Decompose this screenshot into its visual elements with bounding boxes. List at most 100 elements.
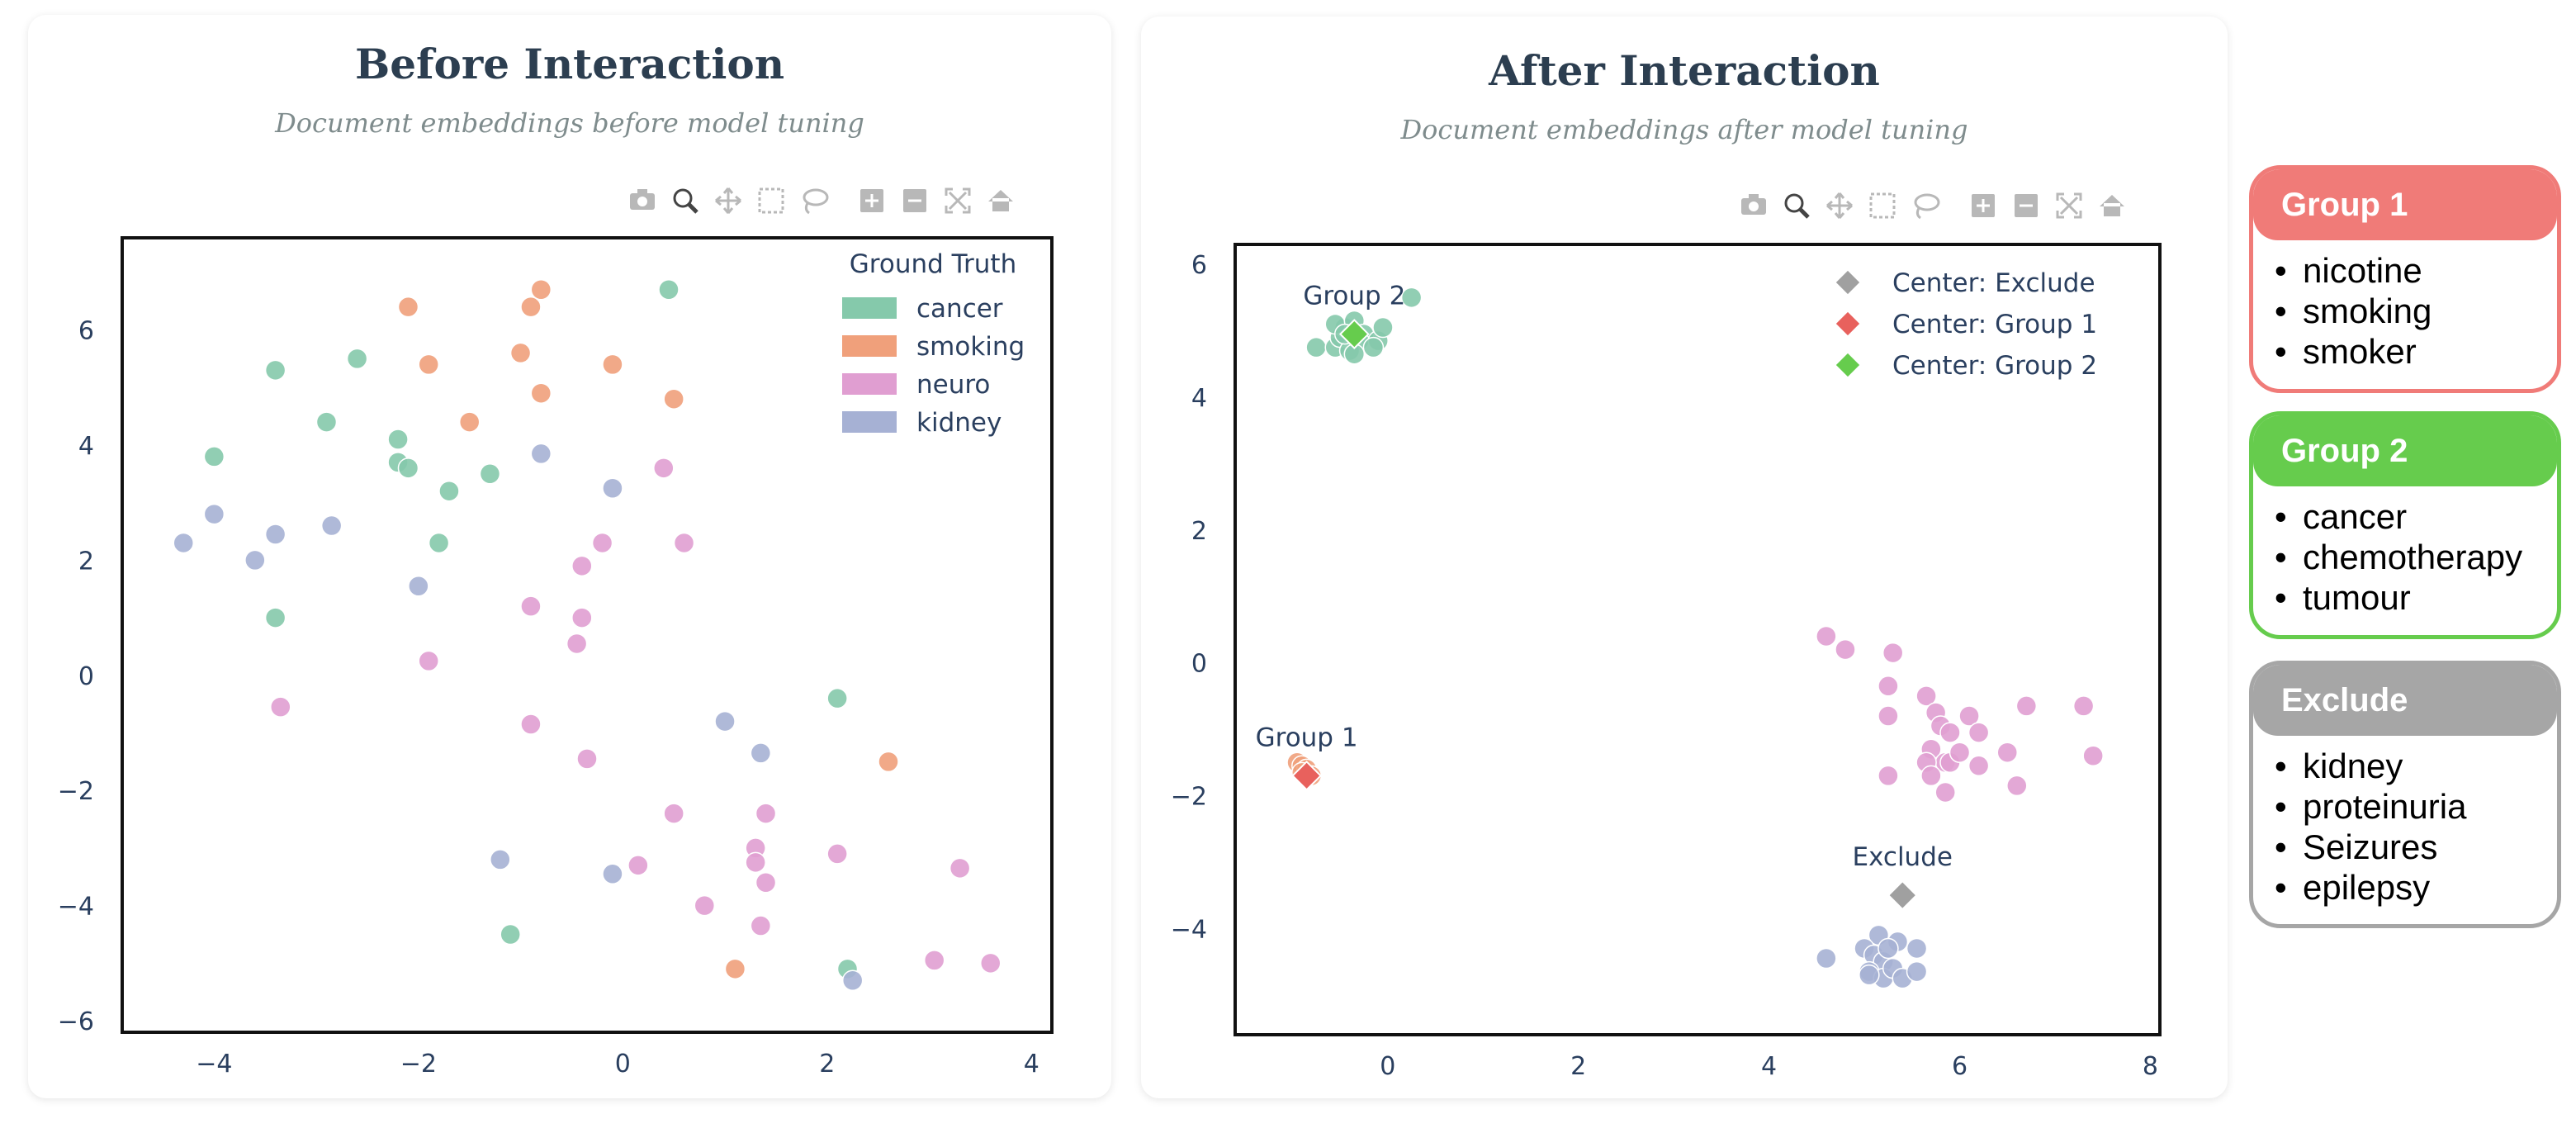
data-point-neuro: [923, 950, 945, 971]
y-tick-label: −4: [58, 893, 94, 922]
x-tick-label: −2: [400, 1050, 437, 1078]
data-point-neuro: [1835, 638, 1856, 661]
pan-icon[interactable]: [715, 187, 741, 214]
data-point-kidney: [530, 443, 552, 465]
y-tick-label: 0: [1191, 650, 1207, 679]
data-point-cancer: [658, 278, 680, 301]
center-label: Group 1: [1256, 723, 1358, 752]
data-point-neuro: [755, 872, 777, 894]
legend-label-cancer[interactable]: cancer: [916, 294, 1003, 324]
data-point-neuro: [673, 532, 695, 554]
lasso-icon[interactable]: [803, 188, 829, 215]
data-point-kidney: [490, 849, 511, 870]
legend-label-neuro[interactable]: neuro: [916, 370, 990, 400]
data-point-kidney: [1906, 937, 1928, 960]
data-point-neuro: [1882, 642, 1904, 664]
data-point-cancer: [1400, 287, 1423, 309]
data-point-cancer: [438, 480, 460, 502]
data-point-neuro: [826, 843, 848, 865]
legend-swatch-smoking: [842, 335, 897, 357]
zoom-out-icon[interactable]: [2015, 194, 2038, 217]
reset-axes-icon[interactable]: [988, 190, 1013, 211]
center-label: Group 2: [1303, 282, 1405, 311]
legend-label-center[interactable]: Center: Group 2: [1892, 351, 2097, 381]
data-point-cancer: [479, 463, 501, 485]
x-tick-label: 2: [1570, 1052, 1586, 1081]
before-subtitle: Document embeddings before model tuning: [275, 107, 864, 139]
data-point-kidney: [750, 742, 772, 764]
box-select-icon[interactable]: [758, 187, 784, 214]
autoscale-icon[interactable]: [2056, 192, 2082, 219]
y-tick-label: 4: [78, 432, 94, 461]
zoom-icon[interactable]: [1784, 193, 1810, 219]
legend-label-center[interactable]: Center: Group 1: [1892, 310, 2097, 339]
data-point-cancer: [1372, 316, 1394, 339]
data-point-neuro: [750, 915, 772, 936]
after-subtitle: Document embeddings after model tuning: [1400, 114, 1968, 145]
data-point-neuro: [2072, 695, 2095, 717]
data-point-neuro: [1878, 705, 1899, 727]
data-point-cancer: [428, 532, 450, 554]
data-point-kidney: [264, 524, 286, 545]
legend-swatch-cancer: [842, 297, 897, 319]
center-marker: [1887, 879, 1918, 911]
group-1-list: nicotine smoking smoker: [2253, 250, 2557, 372]
data-point-neuro: [576, 748, 598, 770]
group-2-box: Group 2 cancer chemotherapy tumour: [2249, 411, 2561, 639]
data-point-cancer: [346, 348, 368, 370]
group-1-box: Group 1 nicotine smoking smoker: [2249, 165, 2561, 393]
lasso-icon[interactable]: [1914, 193, 1940, 220]
keyword-item: proteinuria: [2275, 786, 2557, 827]
before-title: Before Interaction: [354, 40, 785, 88]
data-point-neuro: [1949, 742, 1971, 763]
y-tick-label: −6: [58, 1007, 94, 1036]
data-point-cancer: [315, 411, 338, 433]
legend-swatch-neuro: [842, 373, 897, 395]
center-label: Exclude: [1853, 842, 1953, 872]
legend-label-smoking[interactable]: smoking: [916, 332, 1025, 362]
zoom-out-icon[interactable]: [903, 189, 926, 212]
pan-icon[interactable]: [1826, 192, 1853, 219]
zoom-in-icon[interactable]: [860, 189, 883, 212]
legend-title: Ground Truth: [850, 249, 1016, 279]
group-2-header: Group 2: [2253, 415, 2557, 486]
data-point-neuro: [270, 696, 291, 718]
data-point-smoking: [397, 296, 419, 318]
data-point-smoking: [509, 342, 532, 364]
data-point-cancer: [1362, 336, 1385, 358]
camera-icon[interactable]: [1741, 194, 1766, 215]
data-point-neuro: [653, 457, 675, 479]
legend-label-kidney[interactable]: kidney: [916, 408, 1002, 438]
x-tick-label: 4: [1024, 1050, 1039, 1078]
data-point-smoking: [530, 382, 552, 404]
data-point-neuro: [1878, 676, 1899, 697]
zoom-icon[interactable]: [673, 188, 698, 214]
data-point-cancer: [264, 607, 286, 628]
after-title: After Interaction: [1489, 46, 1880, 95]
data-point-cancer: [826, 687, 848, 709]
data-point-neuro: [1958, 705, 1980, 727]
exclude-list: kidney proteinuria Seizures epilepsy: [2253, 746, 2557, 908]
plot-area: [1234, 243, 2162, 1036]
group-1-header: Group 1: [2253, 169, 2557, 240]
data-point-kidney: [1859, 964, 1880, 986]
data-point-kidney: [602, 477, 623, 499]
keyword-item: Seizures: [2275, 827, 2557, 867]
data-point-cancer: [387, 429, 409, 450]
y-tick-label: 2: [1191, 517, 1207, 546]
legend-label-center[interactable]: Center: Exclude: [1892, 268, 2095, 298]
data-point-smoking: [458, 411, 481, 433]
camera-icon[interactable]: [630, 189, 655, 210]
center-marker: [1338, 319, 1370, 349]
x-tick-label: 0: [615, 1050, 631, 1078]
box-select-icon[interactable]: [1869, 192, 1896, 219]
autoscale-icon[interactable]: [945, 187, 971, 214]
reset-axes-icon[interactable]: [2100, 195, 2124, 216]
zoom-in-icon[interactable]: [1972, 194, 1995, 217]
data-point-kidney: [244, 549, 266, 571]
legend-swatch-kidney: [842, 411, 897, 433]
keyword-item: cancer: [2275, 496, 2557, 537]
data-point-kidney: [1878, 937, 1899, 960]
data-point-neuro: [1878, 765, 1899, 787]
